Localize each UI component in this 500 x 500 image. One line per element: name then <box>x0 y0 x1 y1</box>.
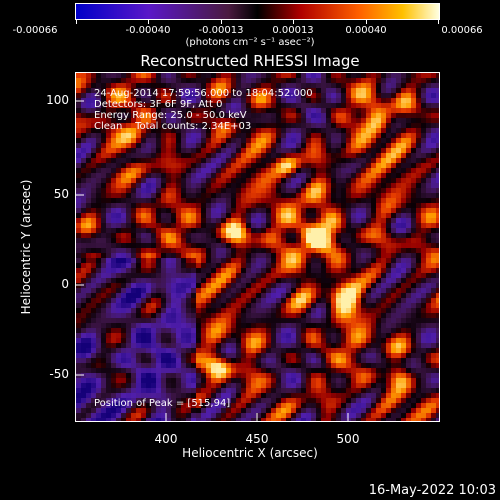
y-tick: 100 <box>46 93 69 107</box>
colorbar-tick: -0.00040 <box>125 25 171 36</box>
colorbar-unit: (photons cm⁻² s⁻¹ asec⁻²) <box>185 37 315 48</box>
plot-date: 16-May-2022 10:03 <box>368 483 496 498</box>
image-title: Reconstructed RHESSI Image <box>140 52 360 70</box>
time-range: 24-Aug-2014 17:59:56.000 to 18:04:52.000 <box>94 88 313 99</box>
x-tick: 450 <box>245 432 269 446</box>
colorbar-gradient <box>76 4 439 19</box>
y-tick: 50 <box>53 187 69 201</box>
colorbar-tick: -0.00013 <box>198 25 244 36</box>
y-tick: -50 <box>49 367 69 381</box>
x-tick: 500 <box>336 432 360 446</box>
x-tick: 400 <box>154 432 178 446</box>
y-tick: 0 <box>61 277 69 291</box>
y-axis-label: Heliocentric Y (arcsec) <box>19 179 33 315</box>
colorbar-tick: 0.00013 <box>272 25 314 36</box>
peak-position: Position of Peak = [515,94] <box>94 398 231 409</box>
detectors-info: Detectors: 3F 6F 9F, Att 0 <box>94 99 223 110</box>
clean-counts: Clean Total counts: 2.34E+03 <box>94 121 252 132</box>
image-pixels <box>76 73 439 421</box>
colorbar-tick: 0.00040 <box>345 25 387 36</box>
colorbar <box>75 3 440 20</box>
rhessi-image <box>75 72 440 422</box>
colorbar-tick: 0.00066 <box>441 25 483 36</box>
x-axis-label: Heliocentric X (arcsec) <box>182 446 318 460</box>
energy-range: Energy Range: 25.0 - 50.0 keV <box>94 110 247 121</box>
colorbar-tick: -0.00066 <box>12 25 58 36</box>
